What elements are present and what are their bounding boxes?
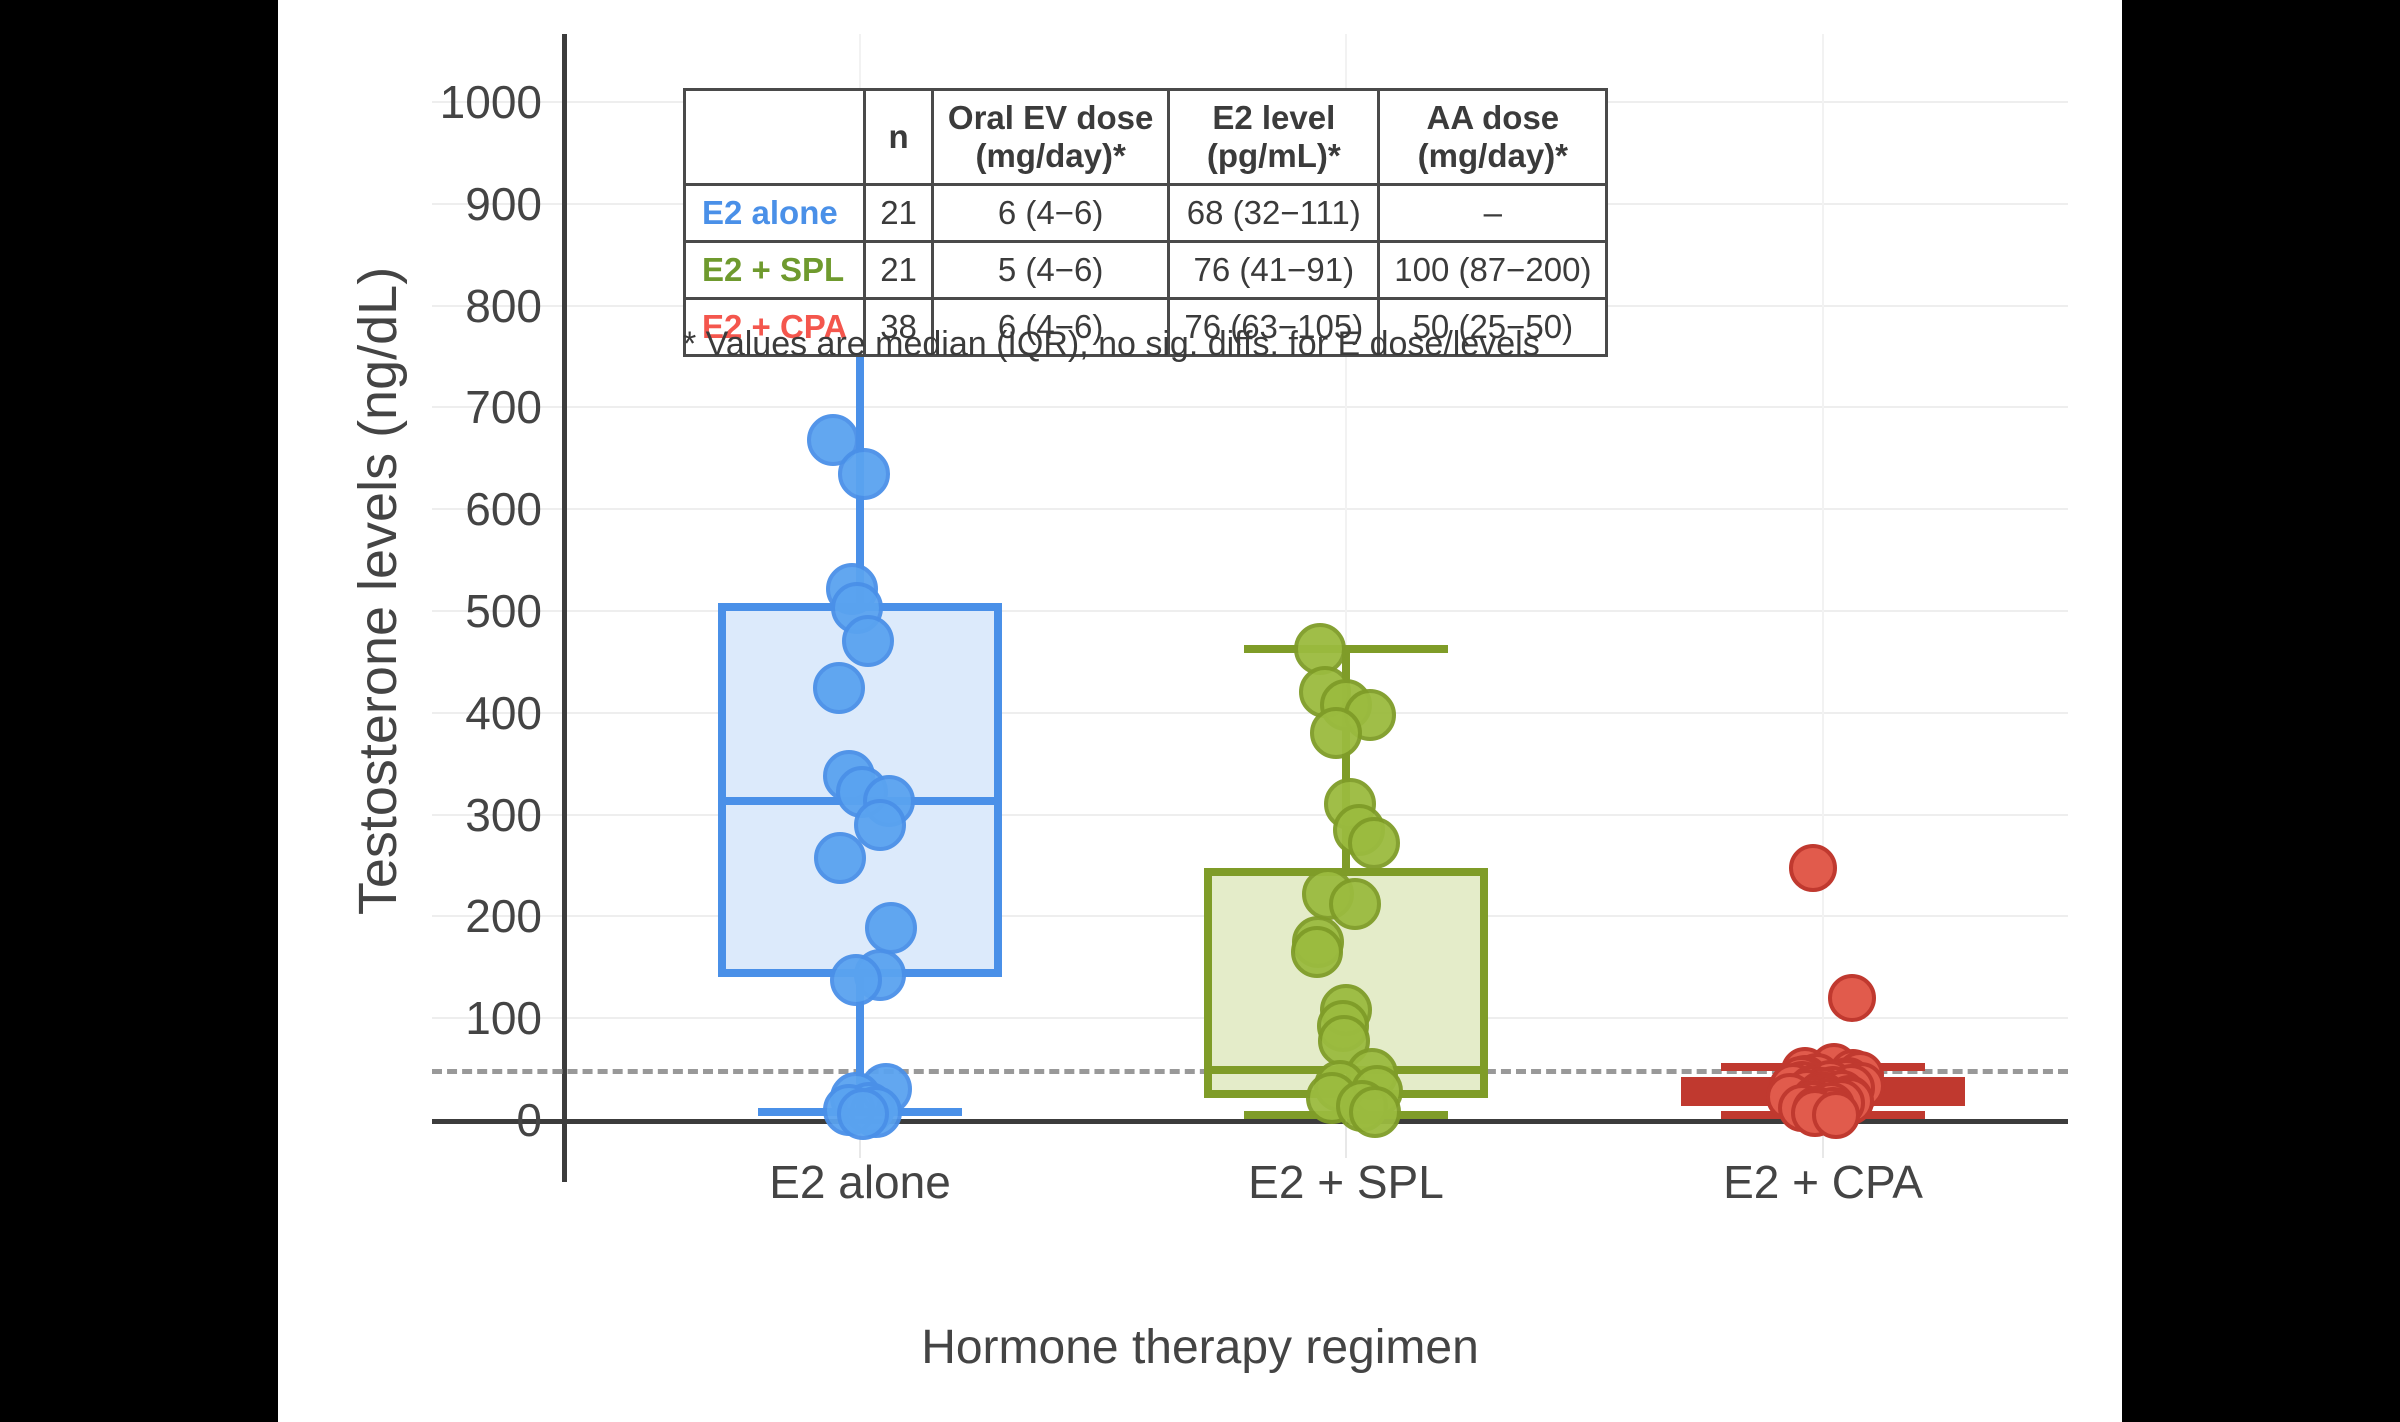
table-cell-aa-dose: 50 (25−50)	[1377, 296, 1609, 357]
y-axis-ticks: 0 100 200 300 400 500 600 700 800 900 1000	[362, 0, 542, 1422]
x-tick-label: E2 + SPL	[1248, 1156, 1444, 1208]
data-point	[806, 413, 859, 466]
y-tick-label: 900	[465, 177, 542, 230]
table-cell-group: E2 + SPL	[682, 239, 867, 300]
data-point	[1290, 926, 1343, 979]
header-e2-level: E2 level (pg/mL)*	[1167, 88, 1381, 186]
header-blank	[682, 88, 867, 186]
plot-canvas: Testosterone levels (ng/dL) 0 100 200 300 40…	[278, 0, 2122, 1422]
header-e2-level-line2: (pg/mL)*	[1206, 136, 1341, 174]
data-point	[1827, 973, 1876, 1022]
whisker-upper	[856, 134, 864, 603]
gridline	[432, 610, 2068, 612]
gridline	[432, 1119, 2068, 1124]
box-plots	[278, 0, 2122, 1422]
header-n: n	[863, 88, 934, 186]
data-point	[837, 447, 890, 500]
header-oral-ev-dose: Oral EV dose (mg/day)*	[930, 88, 1171, 186]
category-gridline	[1822, 34, 1824, 1120]
table-cell-group: E2 alone	[682, 182, 867, 243]
table-cell-e2-level: 76 (63−105)	[1167, 296, 1381, 357]
x-tick-mark	[1822, 1120, 1824, 1158]
data-point	[1328, 878, 1381, 931]
data-point	[841, 614, 894, 667]
x-tick-mark	[1345, 1120, 1347, 1158]
table-cell-n: 21	[863, 182, 934, 243]
gridline	[432, 813, 2068, 816]
gridline	[432, 406, 2068, 409]
whisker-lower	[856, 977, 864, 1112]
table-cell-n: 38	[863, 296, 934, 357]
header-oral-ev-dose-line2: (mg/day)*	[975, 136, 1126, 174]
gridline	[432, 508, 2068, 511]
x-tick-label: E2 + CPA	[1723, 1156, 1923, 1208]
whisker-upper	[1342, 648, 1350, 868]
header-e2-level-line1: E2 level	[1212, 99, 1336, 136]
table-cell-oral-ev-dose: 6 (4−6)	[930, 182, 1171, 243]
table-cell-aa-dose: 100 (87−200)	[1377, 239, 1609, 300]
table-row: E2 + CPA 38 6 (4−6) 76 (63−105) 50 (25−50)	[682, 296, 1609, 357]
table-cell-oral-ev-dose: 6 (4−6)	[930, 296, 1171, 357]
table-cell-e2-level: 76 (41−91)	[1167, 239, 1381, 300]
table-row: E2 + SPL 21 5 (4−6) 76 (41−91) 100 (87−200)	[682, 239, 1609, 300]
data-point	[853, 798, 906, 851]
table-cell-e2-level: 68 (32−111)	[1167, 182, 1381, 243]
table-cell-group: E2 + CPA	[682, 296, 867, 357]
table-row: E2 alone 21 6 (4−6) 68 (32−111) –	[682, 182, 1609, 243]
whisker-cap-upper	[1243, 644, 1449, 653]
data-point	[1788, 843, 1837, 892]
y-tick-label: 800	[465, 279, 542, 332]
data-point	[830, 953, 883, 1006]
table-cell-n: 21	[863, 239, 934, 300]
gridline	[432, 711, 2068, 714]
data-point	[837, 1087, 890, 1140]
data-point	[1349, 1085, 1402, 1138]
y-tick-label: 1000	[439, 76, 542, 128]
y-tick-label: 200	[465, 890, 542, 943]
category-gridline	[1345, 34, 1347, 1120]
y-tick-label: 700	[465, 381, 542, 434]
data-point	[1293, 622, 1346, 675]
table-cell-aa-dose: –	[1377, 182, 1609, 243]
table-cell-oral-ev-dose: 5 (4−6)	[930, 239, 1171, 300]
data-point	[813, 662, 866, 715]
data-point	[864, 901, 917, 954]
header-aa-dose-line1: AA dose	[1426, 99, 1560, 136]
y-tick-label: 600	[465, 483, 542, 536]
y-tick-label: 0	[516, 1094, 542, 1146]
data-point	[1310, 707, 1363, 760]
data-point	[814, 832, 867, 885]
header-oral-ev-dose-line1: Oral EV dose	[947, 99, 1154, 136]
y-tick-label: 100	[465, 992, 542, 1045]
table-header-row: n Oral EV dose (mg/day)* E2 level (pg/mL…	[682, 88, 1609, 186]
table-footnote: * Values are median (IQR), no sig. diffs…	[683, 325, 1540, 363]
x-tick-label: E2 alone	[769, 1156, 951, 1208]
summary-table: n Oral EV dose (mg/day)* E2 level (pg/mL…	[682, 88, 1609, 357]
y-tick-label: 300	[465, 788, 542, 841]
data-point	[1812, 1090, 1861, 1139]
y-tick-label: 500	[465, 585, 542, 637]
header-aa-dose-line2: (mg/day)*	[1417, 136, 1569, 174]
x-axis-title: Hormone therapy regimen	[921, 1321, 1479, 1374]
y-axis-spine	[562, 34, 567, 1182]
header-aa-dose: AA dose (mg/day)*	[1377, 88, 1609, 186]
y-tick-label: 400	[465, 686, 542, 739]
table-body: E2 alone 21 6 (4−6) 68 (32−111) – E2 + SPL 21 5…	[682, 182, 1609, 357]
data-point	[1347, 817, 1400, 870]
